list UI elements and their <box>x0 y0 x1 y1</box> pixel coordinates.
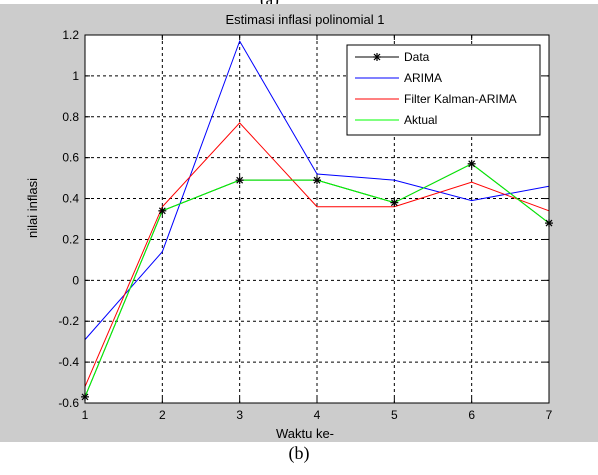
x-tick-label: 5 <box>391 408 398 422</box>
y-tick-label: 0.2 <box>62 232 79 246</box>
x-tick-label: 7 <box>546 408 553 422</box>
legend-marker-data <box>373 53 381 61</box>
series-line-arima <box>84 39 550 340</box>
y-tick-label: -0.4 <box>58 355 79 369</box>
y-tick-label: 0.6 <box>62 151 79 165</box>
data-point-data <box>158 206 167 215</box>
y-tick-label: 1.2 <box>62 28 79 42</box>
x-tick-label: 3 <box>236 408 243 422</box>
data-point-data <box>467 159 476 168</box>
axis-ticks: 1 2 3 4 5 6 7 -0.6 -0.4 -0.2 0 0.2 0.4 0.6 0.8 1 1.2 <box>58 28 552 422</box>
data-point-data <box>235 176 244 185</box>
chart-title: Estimasi inflasi polinomial 1 <box>226 12 385 27</box>
y-tick-label: 1 <box>72 69 79 83</box>
series-line-filter-kalman-arima <box>84 122 550 387</box>
y-tick-label: -0.2 <box>58 314 79 328</box>
y-tick-label: 0.4 <box>62 192 79 206</box>
data-point-data <box>390 198 399 207</box>
data-point-data <box>313 176 321 185</box>
y-tick-label: 0.8 <box>62 110 79 124</box>
x-tick-label: 6 <box>468 408 475 422</box>
legend-label-arima: ARIMA <box>404 71 442 85</box>
legend-label-aktual: Aktual <box>404 113 437 127</box>
legend-label-filter-kalman-arima: Filter Kalman-ARIMA <box>404 92 517 106</box>
y-axis-label: nilai inflasi <box>25 178 40 238</box>
figure-caption: (b) <box>288 443 310 463</box>
x-axis-label: Waktu ke- <box>276 426 334 441</box>
legend-label-data: Data <box>404 50 430 64</box>
x-tick-label: 2 <box>159 408 166 422</box>
x-tick-label: 4 <box>314 408 321 422</box>
series-layer <box>81 39 553 401</box>
y-tick-label: 0 <box>72 273 79 287</box>
y-tick-label: -0.6 <box>58 396 79 410</box>
x-tick-label: 1 <box>82 408 89 422</box>
legend: Data ARIMA Filter Kalman-ARIMA Aktual <box>346 44 541 136</box>
